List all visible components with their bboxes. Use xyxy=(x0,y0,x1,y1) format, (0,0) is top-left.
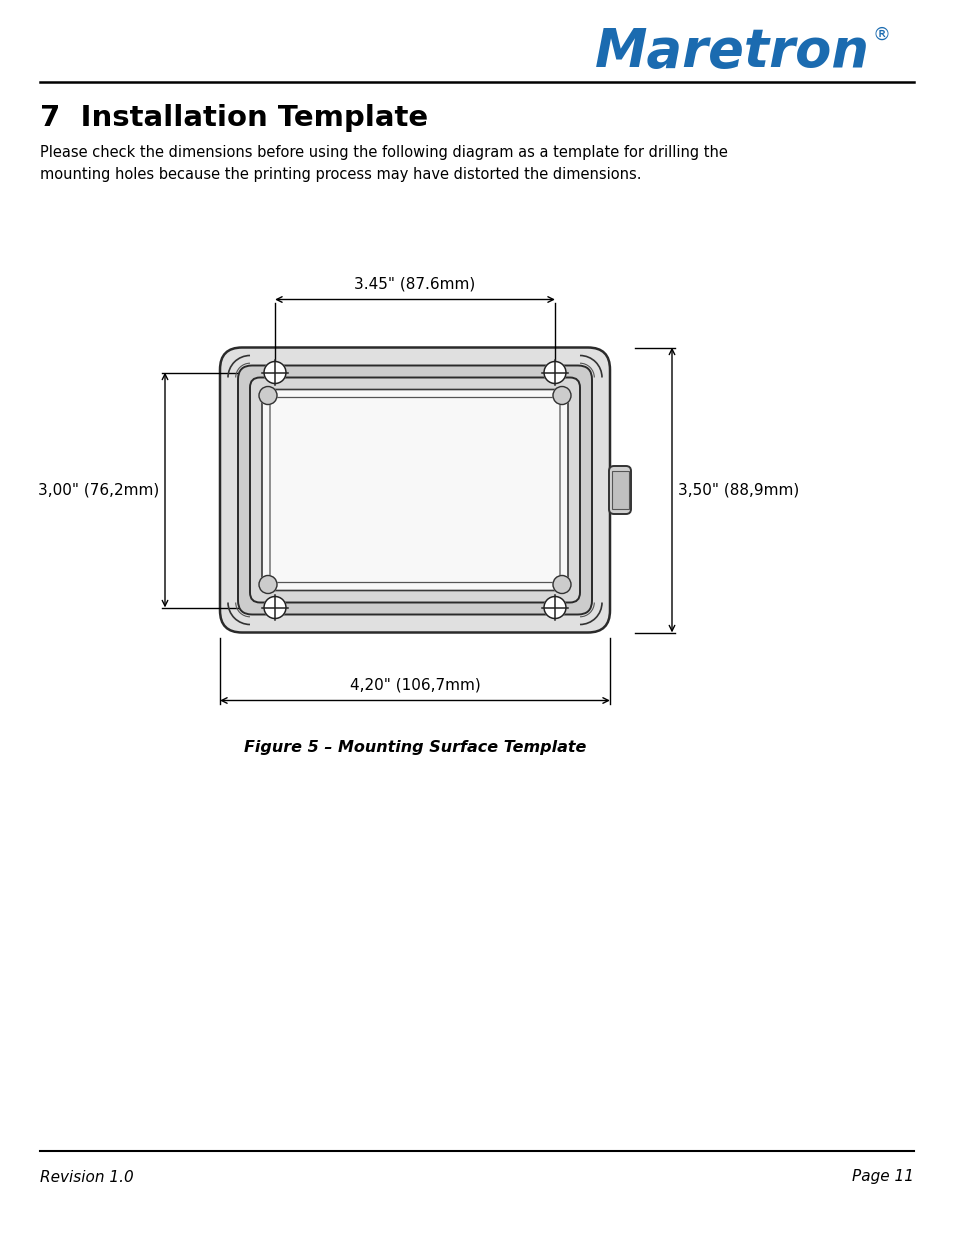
Circle shape xyxy=(258,387,276,405)
Circle shape xyxy=(553,576,571,594)
Circle shape xyxy=(543,597,565,619)
FancyBboxPatch shape xyxy=(220,347,609,632)
Circle shape xyxy=(258,576,276,594)
Text: ®: ® xyxy=(872,26,890,44)
Circle shape xyxy=(543,362,565,384)
Text: Figure 5 – Mounting Surface Template: Figure 5 – Mounting Surface Template xyxy=(244,740,585,755)
Text: 3.45" (87.6mm): 3.45" (87.6mm) xyxy=(354,277,476,291)
Text: mounting holes because the printing process may have distorted the dimensions.: mounting holes because the printing proc… xyxy=(40,167,640,182)
FancyBboxPatch shape xyxy=(237,366,592,615)
Text: Please check the dimensions before using the following diagram as a template for: Please check the dimensions before using… xyxy=(40,144,727,159)
Text: 3,00" (76,2mm): 3,00" (76,2mm) xyxy=(38,483,159,498)
Text: 3,50" (88,9mm): 3,50" (88,9mm) xyxy=(678,483,799,498)
FancyBboxPatch shape xyxy=(250,378,579,603)
Circle shape xyxy=(264,362,286,384)
Text: 4,20" (106,7mm): 4,20" (106,7mm) xyxy=(349,678,480,693)
Text: Maretron: Maretron xyxy=(595,26,869,78)
Text: 7  Installation Template: 7 Installation Template xyxy=(40,104,428,132)
Text: Revision 1.0: Revision 1.0 xyxy=(40,1170,133,1184)
FancyBboxPatch shape xyxy=(608,466,630,514)
Text: Page 11: Page 11 xyxy=(851,1170,913,1184)
Circle shape xyxy=(553,387,571,405)
Circle shape xyxy=(264,597,286,619)
FancyBboxPatch shape xyxy=(262,389,567,590)
Bar xyxy=(612,471,628,509)
